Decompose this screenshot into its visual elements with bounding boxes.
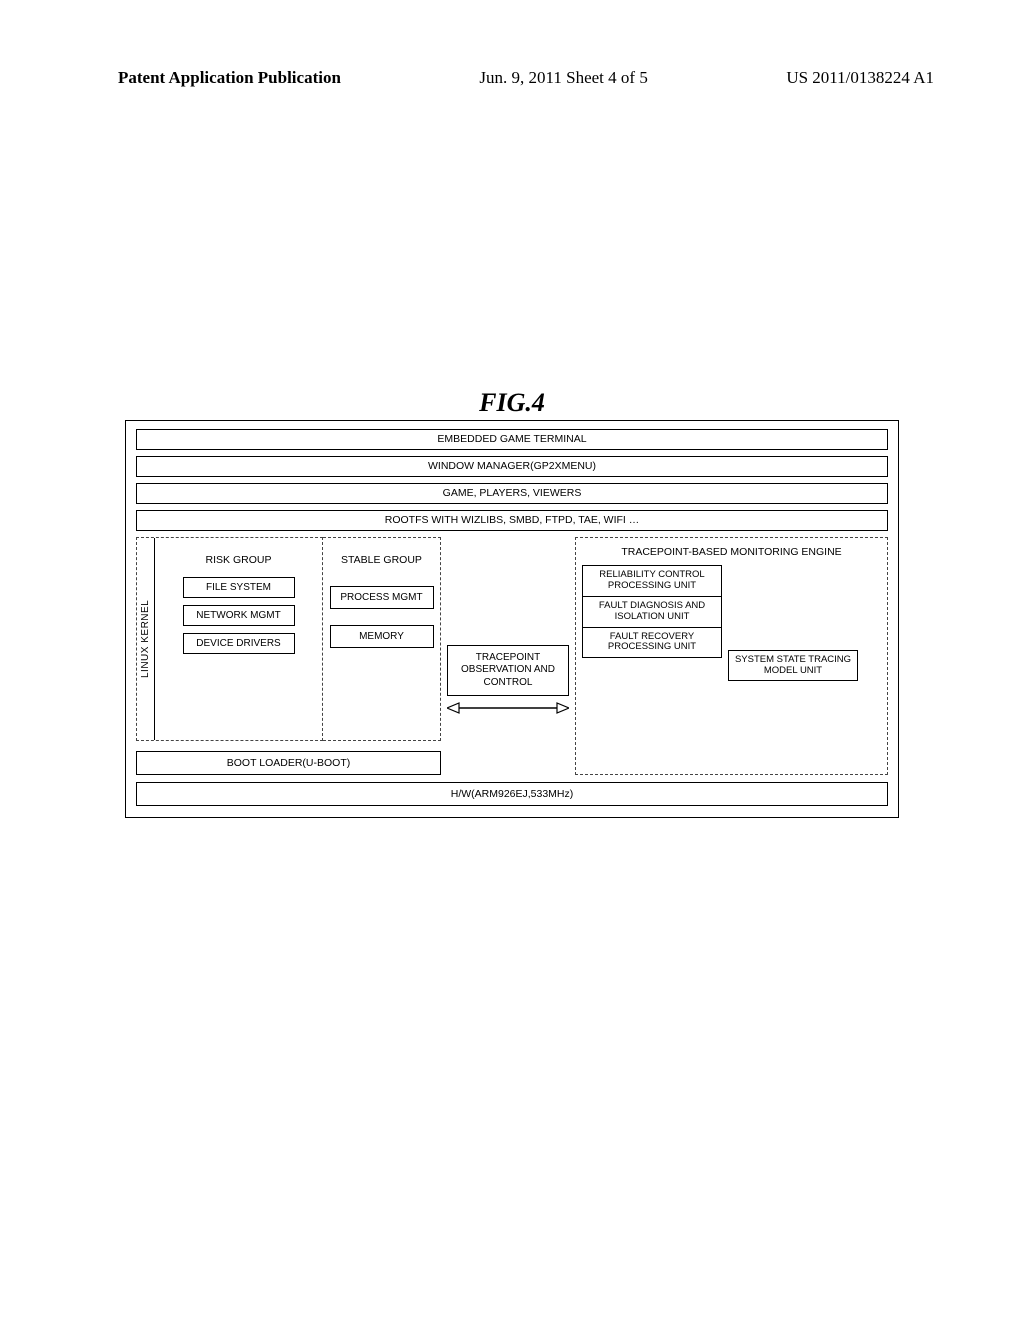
engine-left-stack: RELIABILITY CONTROL PROCESSING UNIT FAUL… bbox=[582, 565, 722, 766]
risk-column: RISK GROUP FILE SYSTEM NETWORK MGMT DEVI… bbox=[155, 538, 322, 740]
page-header: Patent Application Publication Jun. 9, 2… bbox=[0, 68, 1024, 88]
layer-rootfs: ROOTFS WITH WIZLIBS, SMBD, FTPD, TAE, WI… bbox=[136, 510, 888, 531]
stable-group-title: STABLE GROUP bbox=[341, 554, 422, 566]
risk-group: LINUX KERNEL RISK GROUP FILE SYSTEM NETW… bbox=[136, 537, 323, 741]
box-fault-diagnosis: FAULT DIAGNOSIS AND ISOLATION UNIT bbox=[582, 597, 722, 628]
box-bootloader: BOOT LOADER(U-BOOT) bbox=[136, 751, 441, 775]
kernel-wrap: LINUX KERNEL RISK GROUP FILE SYSTEM NETW… bbox=[136, 537, 441, 775]
box-tracepoint-obs: TRACEPOINT OBSERVATION AND CONTROL bbox=[447, 645, 569, 697]
layer-hardware: H/W(ARM926EJ,533MHz) bbox=[136, 782, 888, 806]
pub-label: Patent Application Publication bbox=[118, 68, 341, 88]
box-file-system: FILE SYSTEM bbox=[183, 577, 295, 598]
architecture-diagram: EMBEDDED GAME TERMINAL WINDOW MANAGER(GP… bbox=[125, 420, 899, 818]
engine-title: TRACEPOINT-BASED MONITORING ENGINE bbox=[582, 546, 881, 559]
box-system-state-tracing: SYSTEM STATE TRACING MODEL UNIT bbox=[728, 650, 858, 682]
monitoring-engine: TRACEPOINT-BASED MONITORING ENGINE RELIA… bbox=[575, 537, 888, 775]
layer-window-manager: WINDOW MANAGER(GP2XMENU) bbox=[136, 456, 888, 477]
patent-number: US 2011/0138224 A1 bbox=[786, 68, 934, 88]
box-device-drivers: DEVICE DRIVERS bbox=[183, 633, 295, 654]
box-fault-recovery: FAULT RECOVERY PROCESSING UNIT bbox=[582, 628, 722, 659]
box-reliability-control: RELIABILITY CONTROL PROCESSING UNIT bbox=[582, 565, 722, 597]
sheet-label: Jun. 9, 2011 Sheet 4 of 5 bbox=[479, 68, 647, 88]
box-network-mgmt: NETWORK MGMT bbox=[183, 605, 295, 626]
box-memory: MEMORY bbox=[330, 625, 434, 648]
layer-embedded-terminal: EMBEDDED GAME TERMINAL bbox=[136, 429, 888, 450]
figure-label: FIG.4 bbox=[0, 388, 1024, 418]
engine-body: RELIABILITY CONTROL PROCESSING UNIT FAUL… bbox=[582, 565, 881, 766]
tracepoint-column: TRACEPOINT OBSERVATION AND CONTROL bbox=[447, 537, 569, 775]
layer-apps: GAME, PLAYERS, VIEWERS bbox=[136, 483, 888, 504]
risk-group-title: RISK GROUP bbox=[206, 554, 272, 566]
box-process-mgmt: PROCESS MGMT bbox=[330, 586, 434, 609]
linux-kernel-label: LINUX KERNEL bbox=[137, 538, 155, 740]
kernel-layer: LINUX KERNEL RISK GROUP FILE SYSTEM NETW… bbox=[136, 537, 888, 775]
double-arrow-icon bbox=[447, 700, 569, 716]
stable-group: STABLE GROUP PROCESS MGMT MEMORY bbox=[323, 537, 441, 741]
engine-right: SYSTEM STATE TRACING MODEL UNIT bbox=[728, 565, 858, 766]
